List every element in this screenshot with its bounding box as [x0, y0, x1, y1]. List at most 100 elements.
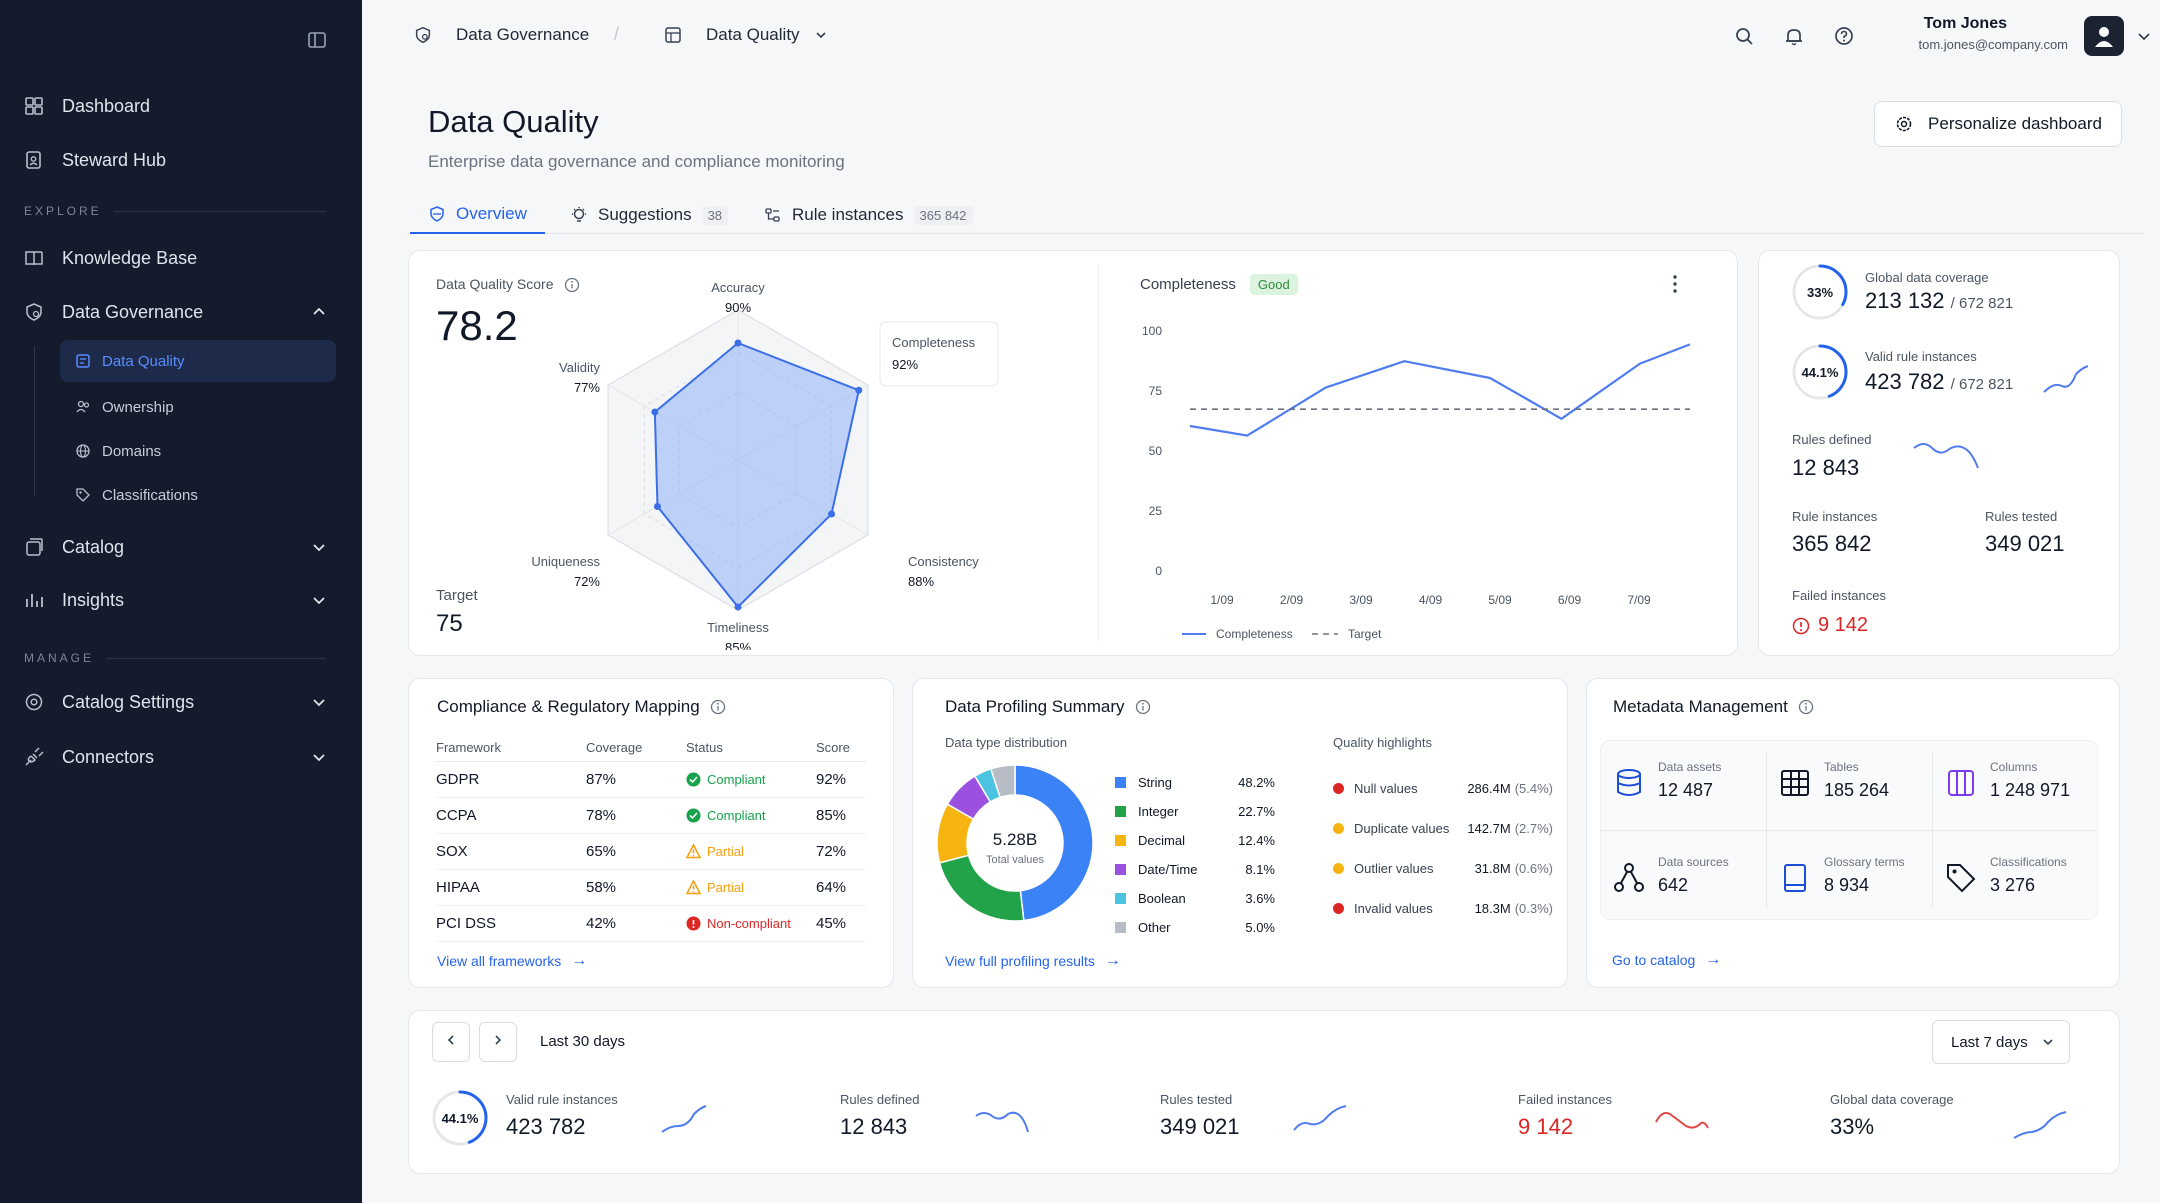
- kpi-value: 349 021: [1160, 1114, 1240, 1139]
- metadata-label: Data sources: [1658, 855, 1729, 869]
- metadata-value: 642: [1658, 875, 1689, 895]
- arrow-right-icon: →: [571, 952, 588, 969]
- metadata-item[interactable]: Classifications 3 276: [1944, 855, 2104, 915]
- chevron-down-icon: [2041, 1035, 2055, 1049]
- sparkline: [661, 1105, 707, 1133]
- page-subtitle: Enterprise data governance and complianc…: [428, 152, 845, 171]
- chevron-down-icon[interactable]: [2136, 28, 2152, 44]
- chevron-up-icon: [310, 303, 328, 321]
- sidebar-item-classifications[interactable]: Classifications: [60, 474, 336, 516]
- metadata-item[interactable]: Data assets 12 487: [1612, 760, 1772, 820]
- status-cell: Compliant: [686, 761, 816, 798]
- legend-value: 3.6%: [1245, 891, 1275, 906]
- sidebar-item-catalog[interactable]: Catalog: [22, 527, 340, 567]
- rules-defined-label: Rules defined: [1792, 432, 1872, 447]
- dropdown-value: Last 7 days: [1951, 1033, 2028, 1051]
- next-period-button[interactable]: [479, 1022, 517, 1062]
- table-row[interactable]: PCI DSS 42% Non-compliant 45%: [436, 905, 866, 942]
- highlight-pct: (2.7%): [1514, 820, 1553, 836]
- prev-period-button[interactable]: [432, 1022, 470, 1062]
- radar-chart: Accuracy 90% Completeness 92% Consistency 88%…: [531, 280, 999, 650]
- view-profiling-link[interactable]: View full profiling results →: [945, 952, 1121, 970]
- more-options-icon[interactable]: [1665, 272, 1685, 296]
- legend-label: Completeness: [1216, 627, 1293, 641]
- coverage-cell: 65%: [586, 833, 686, 870]
- quality-score-label: Data Quality Score: [436, 276, 580, 294]
- section-label: MANAGE: [24, 651, 95, 665]
- error-circle-icon: [686, 916, 701, 931]
- sidebar-item-catalog-settings[interactable]: Catalog Settings: [22, 682, 340, 722]
- avatar[interactable]: [2084, 16, 2124, 56]
- status-dot-icon: [1333, 782, 1344, 794]
- search-icon[interactable]: [1732, 24, 1756, 48]
- sidebar-item-connectors[interactable]: Connectors: [22, 737, 340, 777]
- valid-rules-value: 423 782 / 672 821: [1865, 369, 2013, 395]
- info-icon[interactable]: [564, 277, 580, 293]
- globe-icon: [74, 442, 92, 460]
- tab-overview[interactable]: Overview: [410, 196, 545, 234]
- column-header: Framework: [436, 735, 586, 762]
- target-label: Target: [436, 587, 478, 604]
- table-row[interactable]: SOX 65% Partial 72%: [436, 833, 866, 870]
- link-label: View all frameworks: [437, 953, 562, 969]
- metadata-item[interactable]: Glossary terms 8 934: [1778, 855, 1938, 915]
- metadata-item[interactable]: Columns 1 248 971: [1944, 760, 2104, 820]
- metadata-item[interactable]: Tables 185 264: [1778, 760, 1938, 820]
- sidebar-item-insights[interactable]: Insights: [22, 580, 340, 620]
- sidebar-item-dashboard[interactable]: Dashboard: [22, 86, 340, 126]
- sparkline: [975, 1111, 1029, 1133]
- radar-axis-label: Validity: [559, 360, 600, 375]
- check-circle-icon: [686, 772, 701, 787]
- tab-rule-instances[interactable]: Rule instances 365 842: [746, 196, 991, 234]
- legend-item: Other 5.0%: [1115, 913, 1275, 942]
- sidebar-item-domains[interactable]: Domains: [60, 430, 336, 472]
- go-to-catalog-link[interactable]: Go to catalog →: [1612, 951, 1721, 969]
- page-title: Data Quality: [428, 104, 599, 139]
- profiling-card: [912, 678, 1568, 988]
- table-icon: [662, 24, 684, 46]
- tab-suggestions[interactable]: Suggestions 38: [552, 196, 746, 234]
- target-value: 75: [436, 610, 463, 637]
- completeness-title: Completeness: [1140, 276, 1236, 293]
- info-icon[interactable]: [710, 699, 726, 715]
- rule-instances-label: Rule instances: [1792, 509, 1878, 524]
- sidebar-item-data-quality[interactable]: Data Quality: [60, 340, 336, 382]
- highlight-item: Duplicate values 142.7M (2.7%): [1333, 808, 1553, 848]
- period-dropdown[interactable]: Last 7 days: [1932, 1020, 2070, 1064]
- compliance-table: Framework Coverage Status Score GDPR 87% C…: [436, 735, 866, 942]
- kpi-value: 423 782: [506, 1114, 586, 1139]
- highlight-value: 286.4M: [1467, 780, 1511, 796]
- view-all-frameworks-link[interactable]: View all frameworks →: [437, 952, 587, 970]
- help-icon[interactable]: [1832, 24, 1856, 48]
- sidebar-toggle-icon[interactable]: [306, 29, 328, 51]
- table-row[interactable]: HIPAA 58% Partial 64%: [436, 869, 866, 906]
- sidebar-item-data-governance[interactable]: Data Governance: [22, 292, 340, 332]
- card-title: Metadata Management: [1613, 697, 1788, 716]
- info-icon[interactable]: [1135, 699, 1151, 715]
- metadata-value: 1 248 971: [1990, 780, 2071, 800]
- personalize-dashboard-button[interactable]: Personalize dashboard: [1874, 101, 2122, 147]
- breadcrumb-data-quality[interactable]: Data Quality: [662, 24, 828, 46]
- metadata-label: Glossary terms: [1824, 855, 1905, 869]
- highlight-value: 142.7M: [1467, 820, 1511, 836]
- tabs-divider: [410, 233, 2144, 234]
- sidebar-item-ownership[interactable]: Ownership: [60, 386, 336, 428]
- table-row[interactable]: GDPR 87% Compliant 92%: [436, 761, 866, 798]
- table-row[interactable]: CCPA 78% Compliant 85%: [436, 797, 866, 834]
- sidebar-item-steward-hub[interactable]: Steward Hub: [22, 140, 340, 180]
- coverage-cell: 87%: [586, 761, 686, 798]
- clipboard-user-icon: [22, 148, 46, 172]
- rule-instances-value: 365 842: [1792, 531, 1872, 556]
- score-cell: 72%: [816, 833, 866, 870]
- status-text: Partial: [707, 843, 744, 859]
- bell-icon[interactable]: [1782, 24, 1806, 48]
- legend-value: 8.1%: [1245, 862, 1275, 877]
- info-icon[interactable]: [1798, 699, 1814, 715]
- metadata-item[interactable]: Data sources 642: [1612, 855, 1772, 915]
- score-cell: 64%: [816, 869, 866, 906]
- tag-icon: [1944, 861, 1978, 895]
- sidebar-item-knowledge-base[interactable]: Knowledge Base: [22, 238, 340, 278]
- tab-count-badge: 38: [701, 205, 729, 225]
- breadcrumb-data-governance[interactable]: Data Governance: [412, 24, 589, 46]
- total-text: / 672 821: [1950, 295, 2014, 312]
